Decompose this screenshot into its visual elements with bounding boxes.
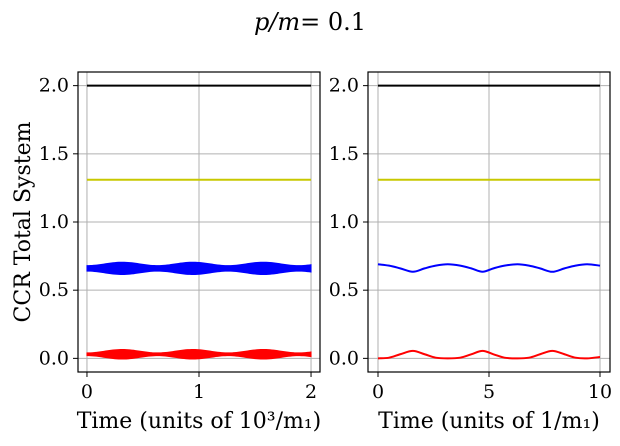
figure-title-value: = 0.1 — [300, 8, 366, 36]
y-tick-label: 2.0 — [39, 75, 69, 97]
x-tick-label: 10 — [588, 381, 612, 403]
left-panel: 0 1 2 0.0 0.5 1.0 1.5 2.0 Time (units of 10³/m₁… — [11, 71, 322, 434]
x-tick-label: 2 — [305, 381, 317, 403]
left-grid — [78, 72, 320, 372]
y-tick-label: 1.5 — [329, 143, 359, 165]
y-tick-label: 0.0 — [39, 347, 69, 369]
figure-title-variable: p/m — [254, 8, 300, 36]
y-tick-label: 0.5 — [329, 279, 359, 301]
left-x-axis-label: Time (units of 10³/m₁) — [77, 409, 322, 434]
y-tick-label: 1.0 — [329, 211, 359, 233]
left-ticks: 0 1 2 0.0 0.5 1.0 1.5 2.0 — [39, 75, 317, 403]
series-line — [377, 349, 601, 360]
right-grid — [368, 72, 610, 372]
y-tick-label: 1.5 — [39, 143, 69, 165]
y-tick-label: 1.0 — [39, 211, 69, 233]
x-tick-label: 0 — [81, 381, 93, 403]
right-x-axis-label: Time (units of 1/m₁) — [378, 409, 600, 434]
y-tick-label: 2.0 — [329, 75, 359, 97]
x-tick-label: 1 — [193, 381, 205, 403]
x-tick-label: 5 — [483, 381, 495, 403]
right-ticks: 0 5 10 0.0 0.5 1.0 1.5 2.0 — [329, 75, 612, 403]
left-y-axis-label: CCR Total System — [11, 121, 36, 322]
series-band — [86, 261, 312, 276]
figure-title: p/m= 0.1 — [254, 8, 366, 36]
right-panel: 0 5 10 0.0 0.5 1.0 1.5 2.0 Time (units of 1/m₁) — [329, 71, 612, 434]
x-tick-label: 0 — [372, 381, 384, 403]
series-line — [377, 263, 601, 273]
series-band — [86, 348, 312, 360]
y-tick-label: 0.0 — [329, 347, 359, 369]
y-tick-label: 0.5 — [39, 279, 69, 301]
right-series — [377, 84, 601, 360]
left-series — [86, 84, 312, 360]
